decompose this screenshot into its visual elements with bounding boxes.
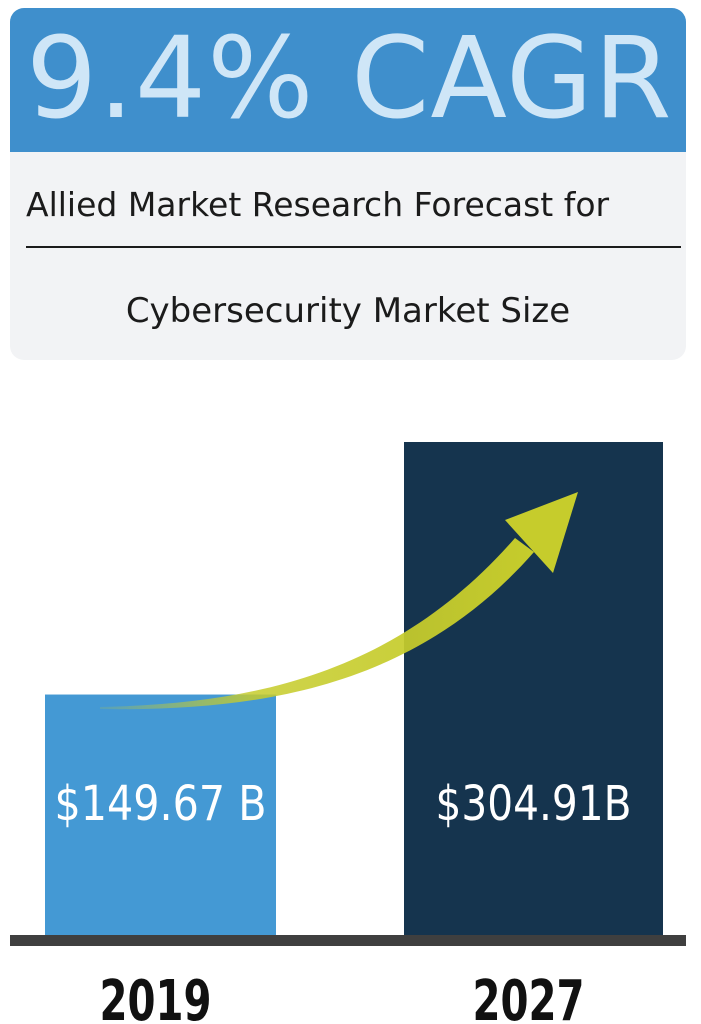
forecast-subtitle: Allied Market Research Forecast for	[26, 185, 610, 224]
title-card: 9.4% CAGR Allied Market Research Forecas…	[10, 8, 686, 360]
bar-2019	[45, 694, 276, 938]
tick-label-2027: 2027	[473, 969, 585, 1024]
growth-arrow	[100, 492, 578, 710]
chart-baseline	[10, 935, 686, 946]
value-label-2019: $149.67 B	[55, 776, 267, 832]
value-labels: $149.67 B $304.91B	[55, 776, 632, 832]
growth-arrow-shaft	[100, 538, 534, 710]
divider-line	[26, 246, 681, 248]
value-label-2027: $304.91B	[436, 776, 632, 832]
growth-arrow-head	[505, 492, 578, 573]
market-size-chart: $149.67 B $304.91B 2019 2027	[10, 442, 686, 1024]
tick-label-2019: 2019	[100, 969, 212, 1024]
market-topic: Cybersecurity Market Size	[125, 291, 571, 331]
x-axis-ticks: 2019 2027	[100, 969, 585, 1024]
cagr-headline: 9.4% CAGR	[26, 14, 673, 144]
title-card-header: 9.4% CAGR	[10, 8, 686, 152]
